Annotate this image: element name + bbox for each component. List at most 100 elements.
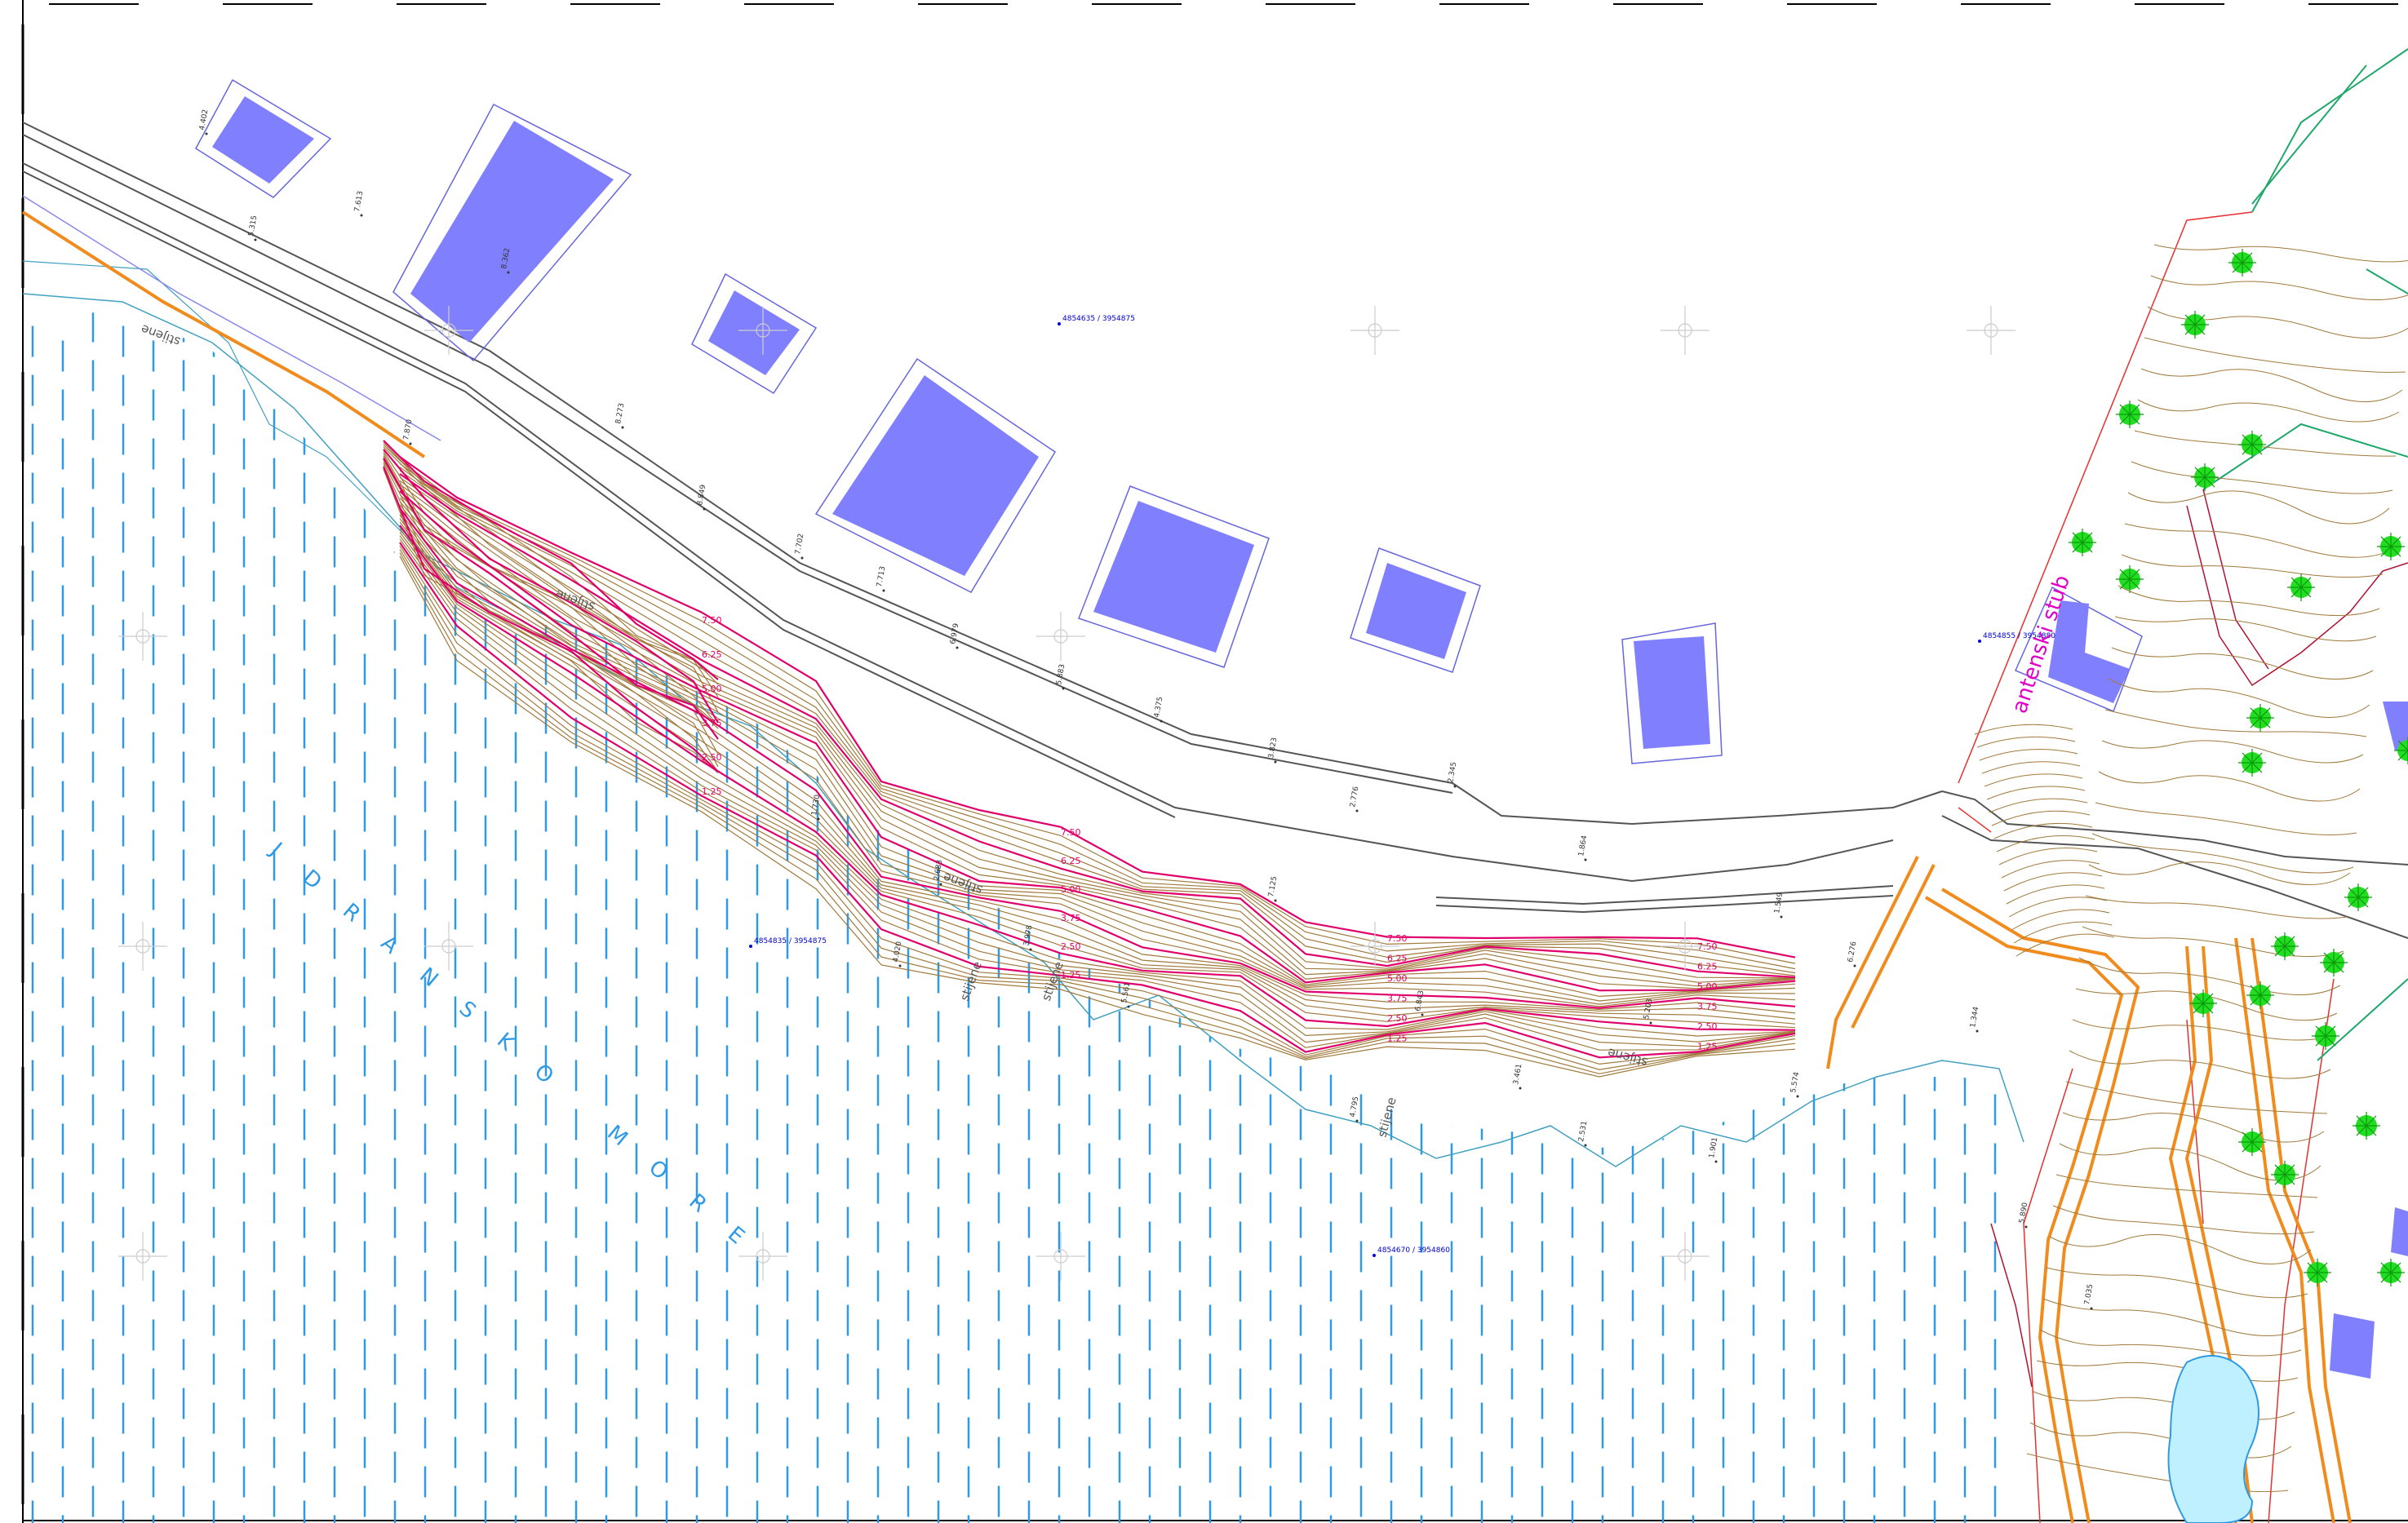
spot-height-point <box>1421 1013 1424 1016</box>
tree-branch <box>2366 1125 2377 1136</box>
hillside-contour <box>2001 860 2100 879</box>
building <box>2383 702 2408 750</box>
spot-height-point <box>409 442 412 445</box>
contour-minor <box>399 484 1796 987</box>
contour-lines-minor <box>383 442 1796 1078</box>
tree-branch <box>2250 994 2261 1006</box>
spot-height-point <box>205 132 208 135</box>
spot-height-point <box>1274 760 1277 764</box>
spot-height: 2.776 <box>1349 786 1360 808</box>
contour-major <box>399 507 1796 1009</box>
spot-height: 7.613 <box>353 190 365 212</box>
tree-icon <box>2238 749 2266 777</box>
tree-branch <box>2259 717 2271 728</box>
tree-branch <box>2082 532 2093 543</box>
spot-height-point <box>1453 785 1457 788</box>
contour-minor <box>399 515 1796 1020</box>
hillside-contour <box>1991 810 2091 826</box>
spot-heights: 4.402 5.315 7.613 7.870 8.362 8.273 8.849 7.702… <box>198 108 2095 1310</box>
spot-height: 4.020 <box>892 941 903 963</box>
tree-branch <box>2242 752 2253 764</box>
hillside-contour <box>2098 771 2361 802</box>
building <box>691 272 818 395</box>
hillside-contour <box>2072 1019 2335 1041</box>
tree-icon <box>2320 949 2348 976</box>
hillside-contour <box>1981 761 2081 774</box>
contour-minor <box>399 480 1796 983</box>
contour-minor <box>383 468 719 774</box>
tree-branch <box>2333 962 2344 973</box>
rock-label: stijene <box>1374 1096 1399 1139</box>
tree-icon <box>2069 529 2096 556</box>
tree-branch <box>2082 542 2093 553</box>
tree-branch <box>2250 985 2261 996</box>
tree-branch <box>2129 414 2140 425</box>
tree-branch <box>2251 1131 2263 1143</box>
contour-label: 7.50 <box>1387 933 1408 944</box>
hillside-contour <box>1984 773 2083 787</box>
grid-cross-circle <box>1368 323 1382 338</box>
contour-major <box>399 473 1796 979</box>
tree-branch <box>2390 1262 2401 1273</box>
grid-cross-circle <box>1053 1249 1068 1264</box>
spot-height-point <box>1355 809 1359 812</box>
hillside-contour <box>2111 647 2374 680</box>
contour-label: 1.25 <box>1697 1042 1718 1052</box>
spot-height: 1.730 <box>810 794 822 816</box>
tree-branch <box>2204 467 2215 478</box>
contour-label: 1.25 <box>1061 970 1081 981</box>
tree-branch <box>2284 1174 2295 1185</box>
spot-height-point <box>956 646 959 649</box>
spot-height-point <box>1796 1095 1799 1098</box>
grid-cross-circle <box>1053 629 1068 644</box>
contour-minor <box>383 462 719 768</box>
contour-minor <box>399 504 1796 1007</box>
spot-height: 3.978 <box>1022 924 1034 946</box>
contour-minor <box>383 453 719 726</box>
spot-height-point <box>1976 1029 1979 1033</box>
spot-height-point <box>254 238 257 241</box>
spot-height-point <box>703 507 706 511</box>
hillside-contour <box>2039 1329 2302 1357</box>
spot-height-point <box>1274 899 1277 902</box>
tree-branch <box>2242 252 2253 263</box>
spot-height: 7.713 <box>876 565 887 587</box>
grid-cross-circle <box>1678 1249 1692 1264</box>
tree-branch <box>2194 314 2206 325</box>
tree-branch <box>2204 476 2215 488</box>
spot-height: 5.890 <box>2018 1202 2029 1224</box>
tree-branch <box>2300 587 2312 598</box>
contour-minor <box>399 463 1796 970</box>
hillside-contour <box>2069 1050 2331 1079</box>
tree-branch <box>2390 1272 2401 1283</box>
hillside-contour <box>2078 957 2341 996</box>
pool <box>2167 1355 2259 1523</box>
red-path-outline <box>1990 489 2408 1388</box>
spot-height-point <box>1062 687 1065 690</box>
building <box>195 78 332 198</box>
spot-height-point <box>2024 1225 2028 1229</box>
tree-branch <box>2242 434 2253 445</box>
spot-height-point <box>1519 1087 1522 1090</box>
tree-branch <box>2380 536 2392 547</box>
tree-branch <box>2284 936 2295 947</box>
hillside-contour <box>2153 244 2408 263</box>
hillside-contour <box>2085 895 2348 919</box>
grid-cross-circle <box>441 323 456 338</box>
contour-minor <box>399 549 1796 1070</box>
spot-height: 5.315 <box>247 215 259 237</box>
tree-branch <box>2072 542 2083 553</box>
spot-height: 6.979 <box>949 622 960 644</box>
tree-branch <box>2193 1003 2204 1014</box>
grid-cross-circle <box>441 939 456 954</box>
grid-cross-circle <box>135 939 150 954</box>
tree-branch <box>2129 578 2140 590</box>
contour-label: 1.25 <box>1387 1034 1408 1044</box>
tree-branch <box>2202 1003 2214 1014</box>
contour-label: 7.50 <box>702 615 722 626</box>
tree-branch <box>2357 887 2369 898</box>
spot-height-point <box>2090 1307 2093 1310</box>
spot-height-point <box>817 817 820 821</box>
tree-branch <box>2380 546 2392 557</box>
hillside-contour <box>2131 461 2393 494</box>
